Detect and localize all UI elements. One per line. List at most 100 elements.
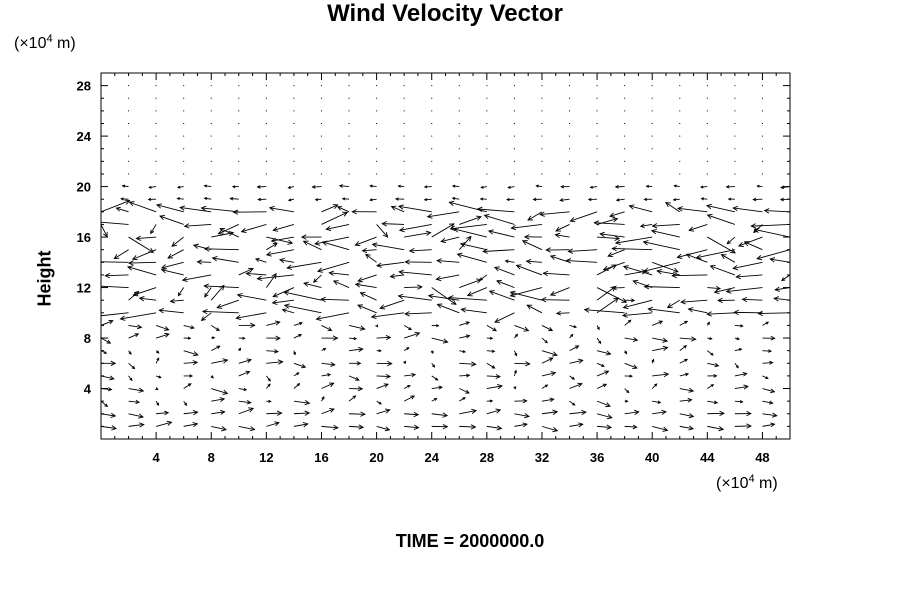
wind-vector	[320, 173, 322, 175]
wind-vector	[431, 412, 449, 418]
wind-vector	[541, 357, 554, 364]
wind-vector	[128, 362, 136, 370]
wind-vector	[431, 423, 449, 430]
wind-vector	[376, 122, 378, 124]
wind-vector	[486, 408, 502, 415]
wind-vector	[403, 173, 405, 175]
wind-vector	[679, 122, 681, 124]
wind-vector	[404, 331, 421, 339]
wind-vector	[541, 97, 543, 99]
wind-vector	[540, 297, 570, 303]
wind-vector	[431, 135, 433, 137]
wind-vector	[256, 274, 294, 281]
wind-vector	[762, 412, 778, 418]
wind-vector	[486, 122, 488, 124]
wind-vector	[596, 287, 628, 303]
wind-vector	[203, 283, 239, 289]
wind-vector	[397, 184, 405, 188]
wind-vector	[238, 425, 256, 432]
x-tick-label: 20	[369, 450, 383, 465]
wind-vector	[643, 284, 680, 290]
wind-vector	[272, 287, 295, 298]
wind-vector	[321, 408, 335, 415]
wind-vector	[436, 303, 460, 314]
wind-vector	[431, 85, 433, 87]
wind-vector	[238, 148, 240, 150]
wind-vector	[666, 299, 680, 309]
wind-vector	[403, 160, 405, 162]
wind-vector	[513, 386, 517, 390]
wind-vector	[596, 173, 598, 175]
wind-vector	[266, 349, 279, 354]
wind-vector	[514, 422, 528, 428]
wind-vector	[679, 345, 688, 352]
wind-vector	[486, 110, 488, 112]
wind-vector	[113, 249, 129, 260]
wind-vector	[705, 203, 735, 213]
wind-vector	[210, 284, 225, 301]
wind-vector	[596, 122, 598, 124]
wind-vector	[486, 399, 494, 403]
wind-vector	[541, 409, 559, 415]
wind-vector	[321, 424, 339, 431]
wind-vector	[651, 122, 653, 124]
wind-vector	[569, 110, 571, 112]
wind-vector	[321, 240, 350, 251]
wind-vector	[607, 249, 625, 258]
wind-vector	[348, 346, 364, 353]
wind-vector	[761, 160, 763, 162]
wind-vector	[565, 258, 598, 264]
wind-vector	[394, 197, 405, 201]
wind-vector	[238, 322, 256, 328]
wind-vector	[427, 293, 460, 301]
wind-vector	[404, 424, 420, 430]
wind-vector	[541, 384, 549, 389]
wind-vector	[734, 384, 749, 390]
wind-vector	[408, 247, 432, 254]
wind-vector	[599, 231, 625, 238]
wind-vector	[169, 298, 184, 304]
wind-vector	[513, 85, 515, 87]
wind-vector	[354, 236, 377, 247]
wind-vector	[311, 185, 322, 189]
wind-vector	[376, 85, 378, 87]
wind-vector	[397, 204, 432, 213]
wind-vector	[321, 211, 349, 225]
wind-vector	[128, 173, 130, 175]
wind-vector	[555, 224, 570, 232]
wind-vector	[514, 333, 519, 339]
wind-vector	[458, 85, 460, 87]
wind-vector	[583, 307, 625, 314]
wind-vector	[707, 350, 714, 356]
wind-vector	[753, 227, 790, 238]
wind-vector	[348, 395, 357, 402]
wind-vector	[404, 411, 420, 418]
wind-vector	[315, 312, 350, 321]
wind-vector	[643, 197, 653, 202]
wind-vector	[376, 97, 378, 99]
wind-vector	[541, 122, 543, 124]
wind-vector	[270, 236, 295, 243]
wind-vector	[217, 224, 239, 235]
wind-vector	[128, 97, 130, 99]
wind-vector	[707, 425, 725, 432]
wind-vector	[707, 400, 719, 405]
x-tick-label: 8	[208, 450, 215, 465]
wind-vector	[707, 336, 713, 340]
wind-vector	[183, 383, 192, 389]
wind-vector	[238, 407, 255, 415]
y-tick-label: 28	[77, 79, 91, 94]
wind-vector	[266, 359, 284, 365]
wind-vector	[717, 297, 735, 304]
wind-vector	[525, 258, 542, 265]
wind-vector	[541, 148, 543, 150]
wind-vector	[357, 304, 377, 314]
wind-vector	[365, 253, 377, 263]
wind-vector	[183, 173, 185, 175]
wind-vector	[238, 358, 252, 364]
wind-vector	[448, 200, 487, 213]
wind-vector	[325, 224, 350, 232]
wind-vector	[128, 135, 130, 137]
wind-vector	[458, 135, 460, 137]
